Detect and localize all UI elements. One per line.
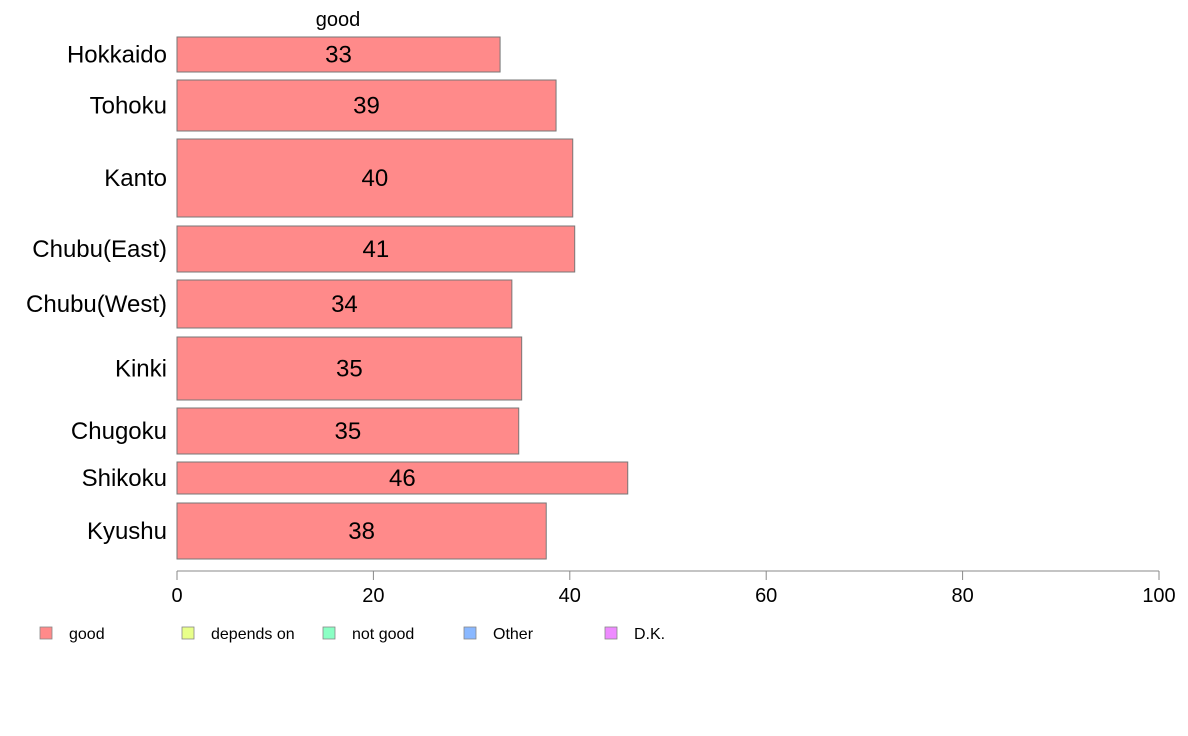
data-label: 40 xyxy=(362,165,389,192)
data-label: 35 xyxy=(335,418,362,445)
bar-segment xyxy=(176,502,547,560)
category-label: Chubu(West) xyxy=(26,291,167,318)
data-label: 34 xyxy=(331,291,358,318)
legend-label: good xyxy=(69,626,105,643)
x-tick-label: 60 xyxy=(755,585,777,607)
category-label: Tohoku xyxy=(90,93,167,120)
bar-segment xyxy=(176,461,629,495)
data-label: 33 xyxy=(325,42,352,69)
category-label: Kanto xyxy=(104,165,167,192)
bar-segment xyxy=(176,336,523,401)
category-label: Chugoku xyxy=(71,418,167,445)
x-tick-label: 100 xyxy=(1142,585,1175,607)
x-tick-label: 40 xyxy=(559,585,581,607)
bar-segment xyxy=(176,279,513,329)
data-label: 39 xyxy=(353,93,380,120)
category-label: Shikoku xyxy=(82,465,167,492)
legend-swatch xyxy=(463,626,477,640)
legend-swatch xyxy=(322,626,336,640)
legend-label: Other xyxy=(493,626,534,643)
category-label: Hokkaido xyxy=(67,42,167,69)
x-tick-label: 20 xyxy=(362,585,384,607)
legend: good depends on not good Other D.K. xyxy=(39,626,665,643)
bar-segment xyxy=(176,79,557,132)
bar-segment xyxy=(176,225,576,273)
legend-swatch xyxy=(39,626,53,640)
x-axis: 0 20 40 60 80 100 xyxy=(171,570,1176,607)
data-label: 41 xyxy=(363,236,390,263)
legend-swatch xyxy=(604,626,618,640)
x-tick-label: 0 xyxy=(171,585,182,607)
bar-segment xyxy=(176,36,501,73)
legend-label: D.K. xyxy=(634,626,665,643)
bars-group: Hokkaido 33 Tohoku 39 Kanto 40 Chubu(East) 41 Ch… xyxy=(26,36,629,560)
x-tick-label: 80 xyxy=(951,585,973,607)
data-label: 46 xyxy=(389,465,416,492)
data-label: 35 xyxy=(336,356,363,383)
data-label: 38 xyxy=(348,518,375,545)
legend-swatch xyxy=(181,626,195,640)
column-label: good xyxy=(316,9,361,31)
category-label: Kyushu xyxy=(87,518,167,545)
category-label: Chubu(East) xyxy=(32,236,167,263)
legend-label: not good xyxy=(352,626,414,643)
bar-segment xyxy=(176,407,520,455)
bar-segment xyxy=(176,138,574,218)
legend-label: depends on xyxy=(211,626,295,643)
category-label: Kinki xyxy=(115,356,167,383)
